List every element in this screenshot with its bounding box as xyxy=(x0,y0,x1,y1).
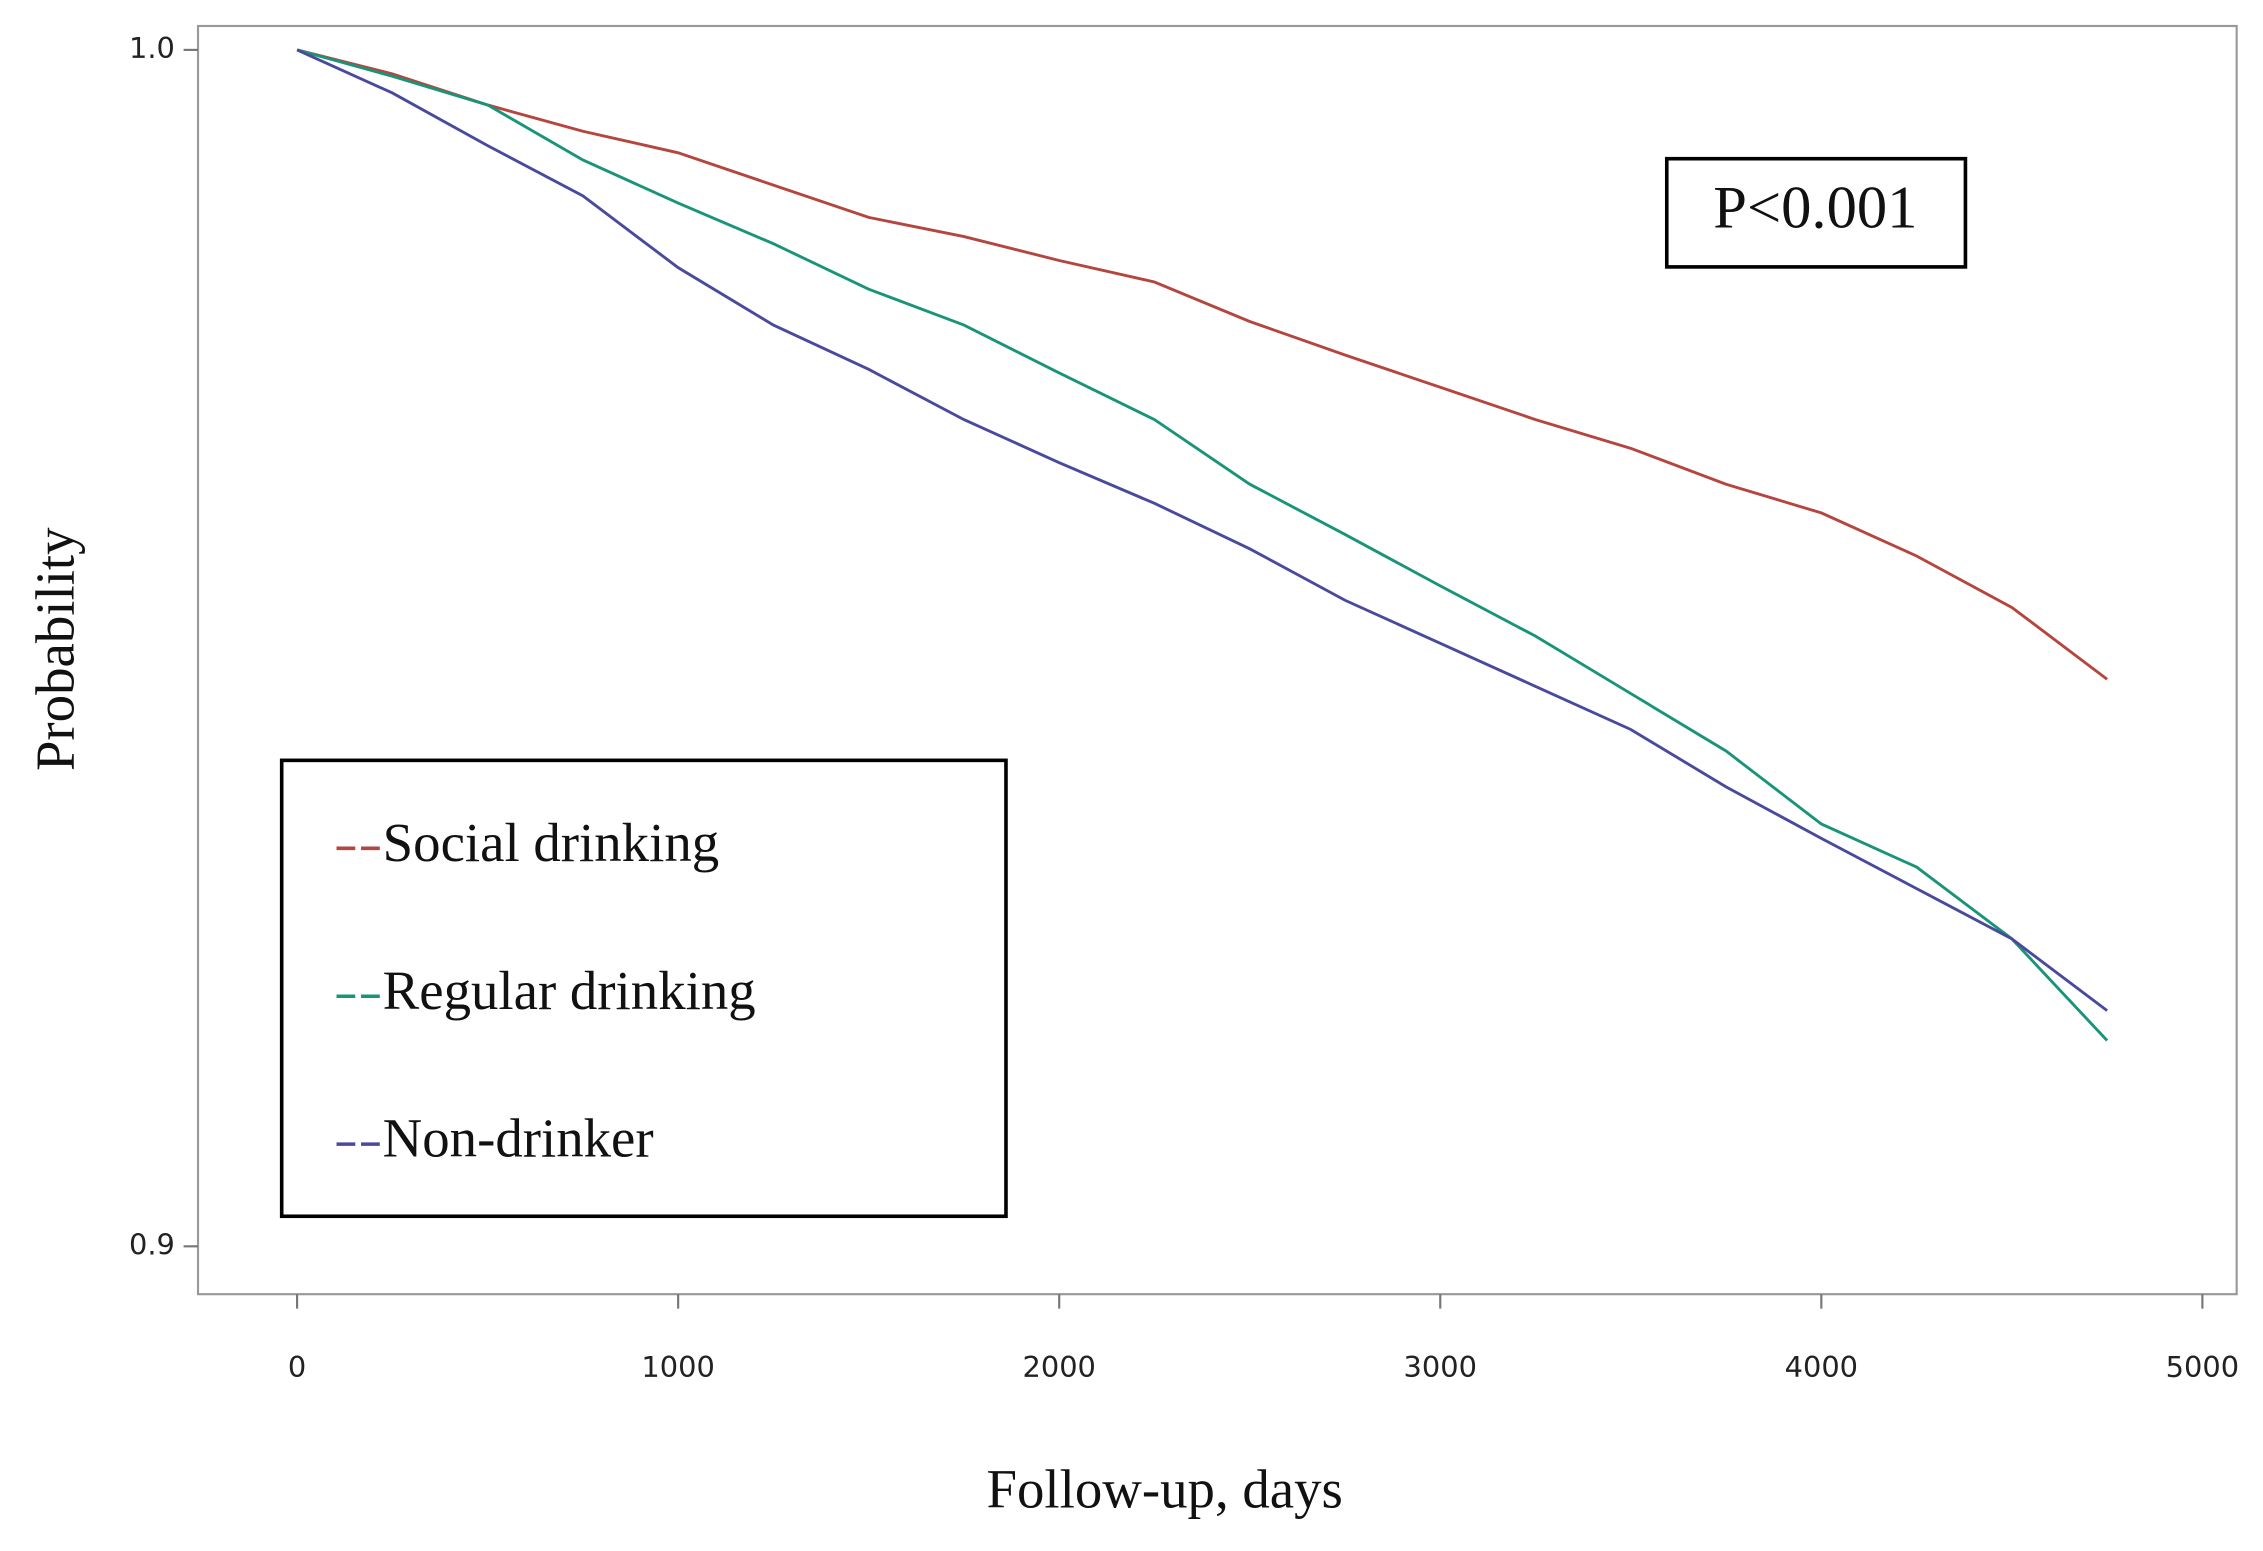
x-tick-label: 0 xyxy=(288,1350,306,1384)
y-tick-label: 0.9 xyxy=(129,1227,175,1261)
legend-label: Social drinking xyxy=(383,812,719,873)
legend-box xyxy=(279,758,1008,1219)
annotation: P<0.001 xyxy=(1713,174,1917,241)
y-tick-label: 1.0 xyxy=(129,31,175,65)
legend-label: Regular drinking xyxy=(383,960,756,1021)
x-tick-label: 2000 xyxy=(1023,1350,1096,1384)
series-line xyxy=(296,48,2109,1042)
annotation-box xyxy=(1664,156,1968,269)
series-line xyxy=(296,48,2108,1012)
x-tick-label: 1000 xyxy=(641,1350,714,1384)
x-axis-label: Follow-up, days xyxy=(987,1458,1343,1519)
legend-label: Non-drinker xyxy=(383,1108,654,1169)
plot-frame xyxy=(196,24,2238,1296)
x-tick-label: 5000 xyxy=(2166,1350,2239,1384)
x-tick-label: 4000 xyxy=(1785,1350,1858,1384)
series-line xyxy=(296,48,2108,681)
y-axis-label: Probability xyxy=(25,527,86,771)
x-tick-label: 3000 xyxy=(1404,1350,1477,1384)
